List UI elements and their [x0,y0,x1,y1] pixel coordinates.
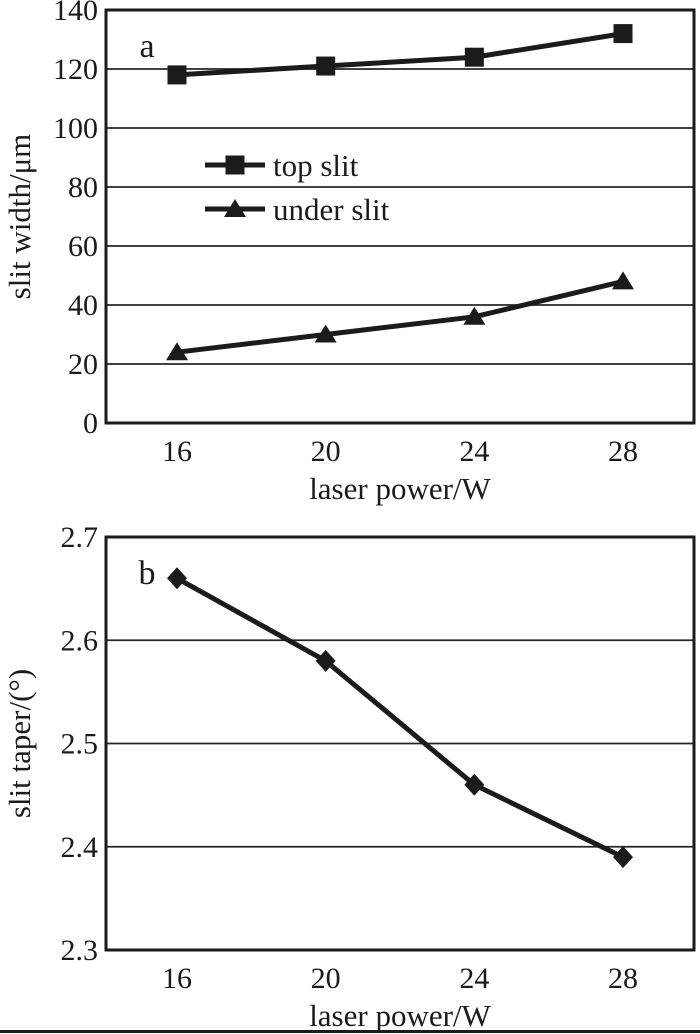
x-axis-label: laser power/W [309,998,491,1031]
legend-square-icon [225,155,245,175]
y-axis-label: slit width/μm [2,134,37,300]
y-tick-label: 2.6 [61,624,99,657]
y-tick-label: 140 [53,0,98,27]
panel-letter: b [139,555,156,592]
y-tick-label: 100 [53,112,98,145]
page-bottom-rule [0,1030,700,1033]
series-line-square [174,31,626,78]
y-tick-label: 2.4 [61,831,99,864]
x-tick-label: 16 [162,435,192,468]
x-tick-label: 20 [311,435,341,468]
data-point-diamond [464,773,485,796]
data-point-triangle [463,306,486,325]
legend-triangle-icon [224,199,246,217]
series-line-diamond [174,575,626,860]
x-axis-label: laser power/W [309,471,491,506]
y-tick-label: 80 [68,171,98,204]
x-tick-label: 16 [162,962,192,995]
data-point-diamond [315,649,336,672]
legend-label: top slit [273,148,359,183]
data-point-square [167,65,187,85]
series-line-triangle [174,278,626,355]
y-tick-label: 0 [83,407,98,440]
y-tick-label: 40 [68,289,98,322]
data-point-triangle [612,271,634,290]
panel-a: 0 20 40 60 80 100 120 140 16 20 24 28 laser power/W s… [0,0,700,510]
x-tick-label: 28 [608,435,638,468]
x-tick-label: 28 [608,962,638,995]
data-point-square [316,56,336,76]
y-tick-label: 2.7 [61,521,99,554]
y-axis-label: slit taper/(°) [2,669,37,818]
plot-border [104,8,696,425]
x-tick-label: 24 [459,962,489,995]
panel-a-chart: 0 20 40 60 80 100 120 140 16 20 24 28 laser power/W s… [2,0,696,506]
plot-border [104,535,696,952]
y-tick-label: 2.5 [61,728,99,761]
y-tick-label: 120 [53,53,98,86]
data-point-diamond [613,846,633,869]
data-point-diamond [167,567,187,590]
x-tick-label: 24 [459,435,489,468]
y-tick-label: 60 [68,230,98,263]
data-point-triangle [314,324,337,343]
data-point-triangle [166,342,188,361]
data-point-square [464,47,484,67]
data-point-square [613,24,633,44]
legend-label: under slit [273,192,390,227]
x-tick-label: 20 [311,962,341,995]
panel-b-chart: 2.3 2.4 2.5 2.6 2.7 16 20 24 28 laser power/W slit… [2,521,696,1031]
panel-b: 2.3 2.4 2.5 2.6 2.7 16 20 24 28 laser power/W slit… [0,510,700,1031]
y-tick-label: 20 [68,348,98,381]
panel-letter: a [139,28,154,65]
y-tick-label: 2.3 [61,934,99,967]
